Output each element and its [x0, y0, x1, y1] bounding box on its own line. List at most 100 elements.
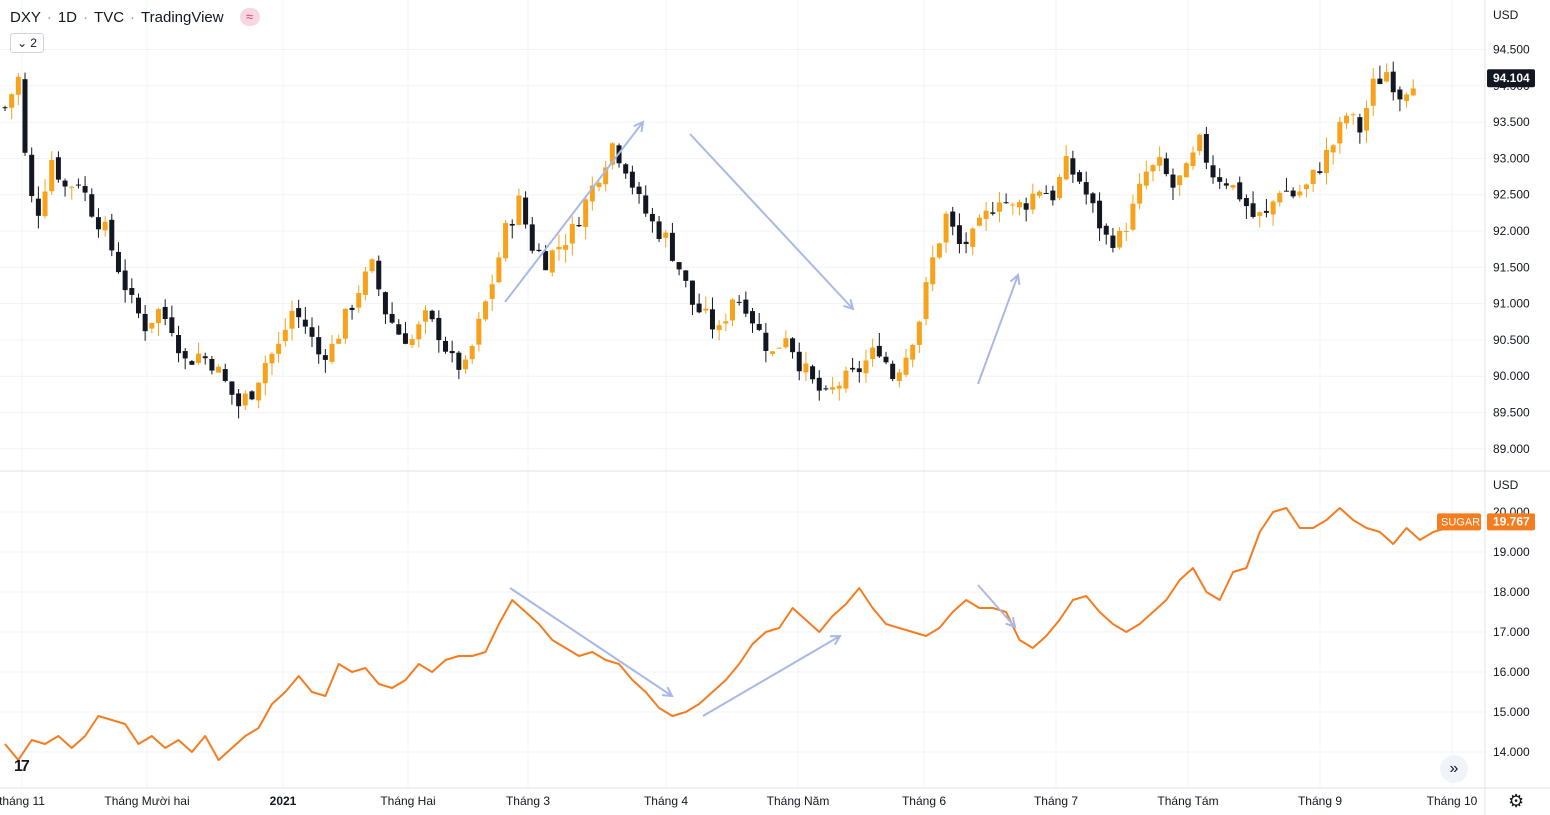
candle	[196, 342, 202, 365]
candle	[402, 322, 408, 345]
candle-body	[856, 368, 862, 373]
candle-body	[1177, 175, 1183, 186]
candle-body	[89, 194, 95, 217]
candle-body	[1337, 121, 1343, 144]
candle	[936, 242, 942, 260]
candle-body	[1203, 134, 1209, 163]
price-tick-label: 92.000	[1493, 224, 1530, 238]
source-label: TradingView	[141, 8, 224, 26]
candle	[442, 336, 448, 354]
candle-body	[629, 171, 635, 188]
candle-body	[796, 351, 802, 372]
candle-body	[850, 367, 856, 370]
candle-body	[1143, 171, 1149, 186]
candle-body	[22, 79, 28, 153]
candle-body	[62, 180, 68, 187]
candle-body	[1003, 202, 1009, 204]
candle	[262, 355, 268, 396]
symbol-label[interactable]: DXY	[10, 8, 41, 26]
candle-body	[1397, 89, 1403, 100]
candle-body	[870, 347, 876, 359]
candle	[576, 216, 582, 228]
grid	[0, 0, 1485, 788]
candle	[1243, 194, 1249, 220]
candle	[102, 216, 108, 237]
candle-body	[656, 221, 662, 239]
candle-body	[876, 345, 882, 357]
candle	[509, 219, 515, 239]
candle	[149, 322, 155, 334]
candle	[516, 188, 522, 226]
candle	[409, 334, 415, 349]
candle-body	[883, 356, 889, 363]
candle	[436, 310, 442, 353]
candle-body	[75, 184, 81, 186]
candle-body	[142, 313, 148, 332]
candle	[549, 249, 555, 277]
candle	[529, 216, 535, 254]
candle-body	[1350, 114, 1356, 116]
last-price-badge-bg	[1487, 69, 1535, 88]
candle	[222, 363, 228, 383]
candle	[483, 300, 489, 322]
candle	[369, 258, 375, 274]
candle	[349, 304, 355, 320]
trend-arrow	[509, 587, 674, 698]
wave-icon[interactable]: ≈	[239, 8, 260, 26]
candle-body	[823, 388, 829, 390]
price-tick-label: 91.500	[1493, 260, 1530, 274]
time-tick-label: Tháng 10	[1427, 794, 1478, 808]
candle-body	[583, 199, 589, 228]
candle	[35, 186, 41, 229]
candle-body	[1023, 203, 1029, 210]
candle-body	[1063, 156, 1069, 180]
candle-body	[1364, 108, 1370, 131]
candle	[870, 338, 876, 367]
interval-label[interactable]: 1D	[57, 8, 78, 26]
candle-body	[276, 343, 282, 354]
candle-body	[1117, 230, 1123, 248]
candle	[55, 151, 61, 183]
candle-body	[669, 232, 675, 261]
candle-body	[369, 259, 375, 272]
candle-body	[429, 310, 435, 320]
candle-body	[436, 317, 442, 341]
gear-icon[interactable]: ⚙	[1508, 791, 1525, 811]
candle	[156, 307, 162, 337]
candle	[49, 151, 55, 195]
trend-arrow-head	[1009, 273, 1021, 286]
candle-body	[469, 346, 475, 360]
candle-body	[236, 393, 242, 407]
candle-body	[756, 323, 762, 330]
candle-body	[863, 360, 869, 374]
candle-body	[1277, 193, 1283, 203]
indicator-toggle-button[interactable]: ⌄ 2	[10, 33, 44, 53]
candle-body	[82, 186, 88, 193]
candle-body	[649, 213, 655, 222]
price-tick-label: 90.500	[1493, 333, 1530, 347]
candle-body	[449, 351, 455, 354]
candle-body	[990, 212, 996, 214]
candle-body	[1303, 184, 1309, 189]
candle	[1150, 163, 1156, 182]
price-tick-label: 18.000	[1493, 585, 1530, 599]
candle-body	[1163, 158, 1169, 175]
candle-body	[149, 322, 155, 329]
scroll-to-realtime-icon[interactable]: »	[1440, 755, 1468, 783]
candle	[69, 185, 75, 200]
candle	[1350, 112, 1356, 125]
candle-body	[1157, 157, 1163, 166]
candle-body	[896, 372, 902, 381]
candle	[1404, 92, 1410, 108]
candle-body	[569, 223, 575, 244]
candle-body	[1323, 149, 1329, 174]
trend-arrow-shaft	[702, 635, 841, 717]
candle-body	[162, 306, 168, 320]
trend-arrow	[689, 133, 855, 311]
candle	[109, 213, 115, 257]
candle	[583, 195, 589, 240]
candle-body	[1057, 176, 1063, 199]
candle	[863, 349, 869, 384]
candle	[316, 325, 322, 364]
